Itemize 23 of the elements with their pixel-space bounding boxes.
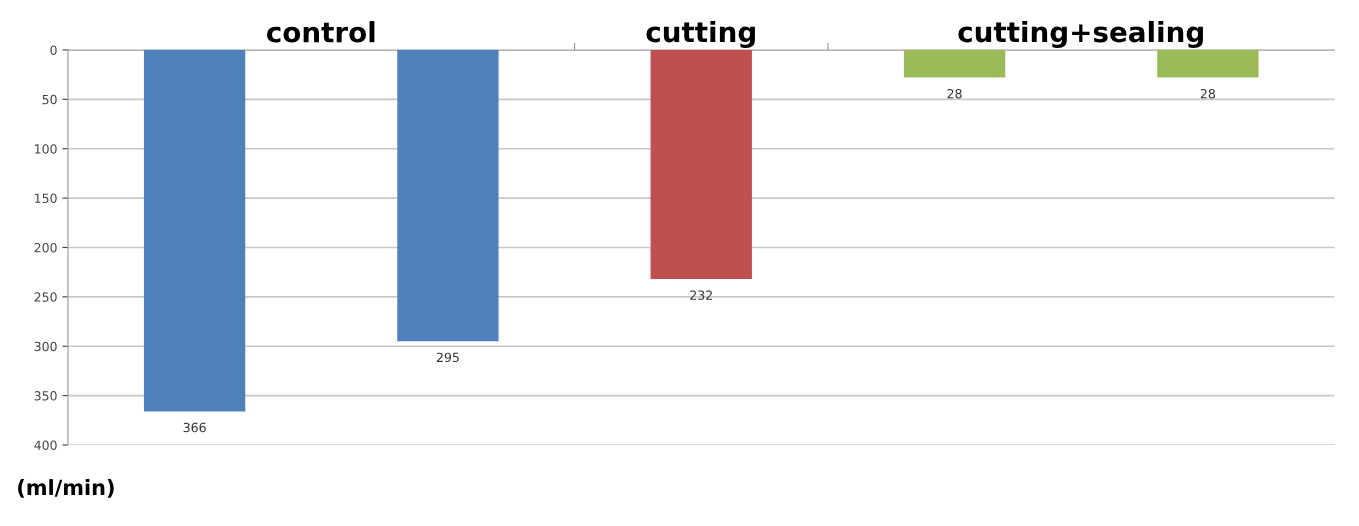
y-tick-label: 200 [34,242,57,253]
y-tick-label: 400 [34,440,57,450]
bar [1157,49,1259,78]
y-tick-label: 0 [50,45,57,55]
text: control [267,21,375,43]
data-label: 28 [947,88,962,99]
y-tick-label: 100 [35,144,57,154]
bar [143,49,246,412]
y-axis-title: (ml/min) [18,479,114,498]
y-tick-label: 350 [34,391,57,401]
y-tick-label: 150 [35,193,57,204]
data-label: 295 [436,352,459,363]
text: cutting [646,20,755,48]
y-tick-label: 50 [42,94,57,105]
bar [397,49,499,342]
text: cutting+sealing [958,20,1203,48]
bar [650,49,752,280]
bar [903,49,1006,78]
y-tick-label: 250 [34,292,57,302]
data-label: 232 [690,290,712,300]
data-label: 28 [1200,88,1215,99]
y-tick-label: 300 [34,341,57,352]
data-label: 366 [183,422,206,433]
